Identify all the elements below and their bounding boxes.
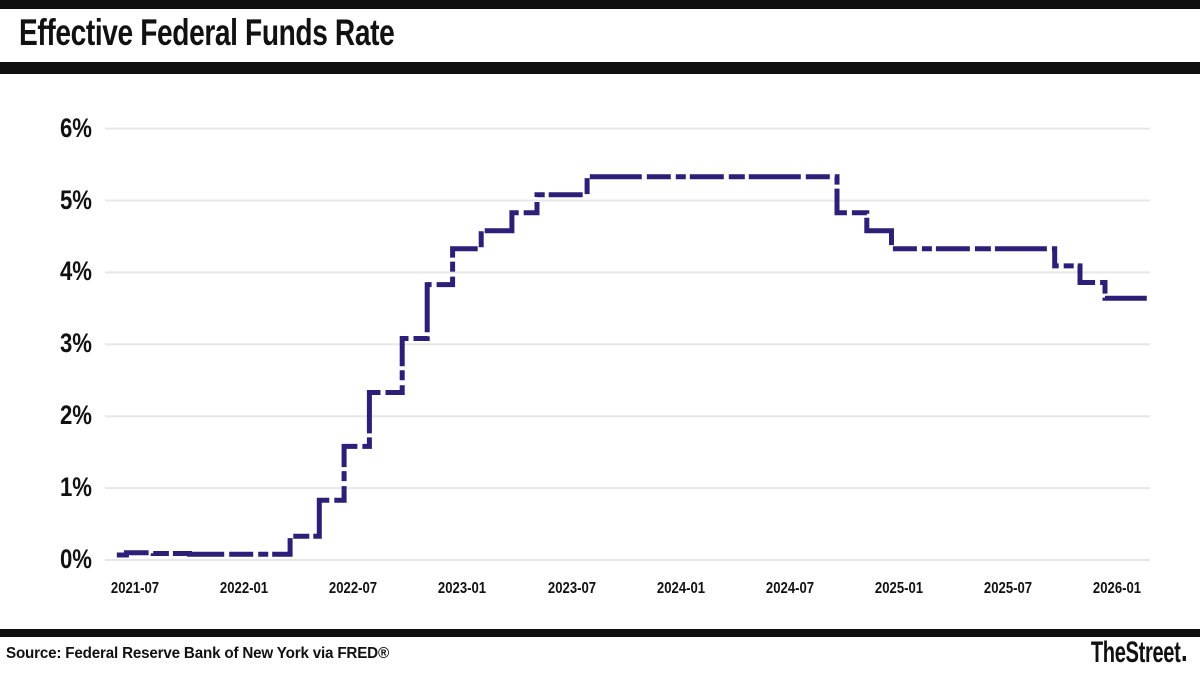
- x-tick-label: 2022-07: [329, 580, 378, 597]
- effr-line-series: [116, 174, 1147, 558]
- page-title: Effective Federal Funds Rate: [19, 12, 395, 53]
- brand-logo: TheStreet: [1091, 636, 1186, 670]
- y-tick-label: 1%: [59, 472, 92, 503]
- x-tick-label: 2023-07: [547, 580, 596, 597]
- brand-dot: [1182, 656, 1186, 661]
- top-accent-bar: [0, 0, 1200, 9]
- x-tick-label: 2025-01: [874, 580, 924, 597]
- footer-rule: [0, 629, 1200, 637]
- plot-svg: [105, 127, 1150, 561]
- x-tick-label: 2024-01: [656, 580, 705, 597]
- y-tick-label: 2%: [59, 400, 92, 431]
- y-tick-label: 5%: [59, 184, 92, 215]
- x-tick-label: 2022-01: [220, 580, 269, 597]
- gridlines: [105, 127, 1150, 561]
- x-tick-label: 2025-07: [984, 580, 1033, 597]
- effr-chart: 0% 1% 2% 3% 4% 5% 6% 2021-07 2022-01 2022-07 2023…: [0, 90, 1200, 620]
- y-tick-label: 4%: [59, 256, 92, 287]
- x-tick-label: 2023-01: [438, 580, 487, 597]
- brand-text: TheStreet: [1090, 636, 1181, 669]
- x-tick-label: 2021-07: [110, 580, 160, 597]
- y-tick-label: 0%: [59, 544, 92, 574]
- source-attribution: Source: Federal Reserve Bank of New York…: [6, 645, 389, 662]
- y-tick-label: 3%: [59, 328, 92, 359]
- x-tick-label: 2024-07: [765, 580, 814, 597]
- y-tick-label: 6%: [59, 112, 92, 143]
- x-tick-label: 2026-01: [1093, 580, 1142, 597]
- title-rule: [0, 62, 1200, 74]
